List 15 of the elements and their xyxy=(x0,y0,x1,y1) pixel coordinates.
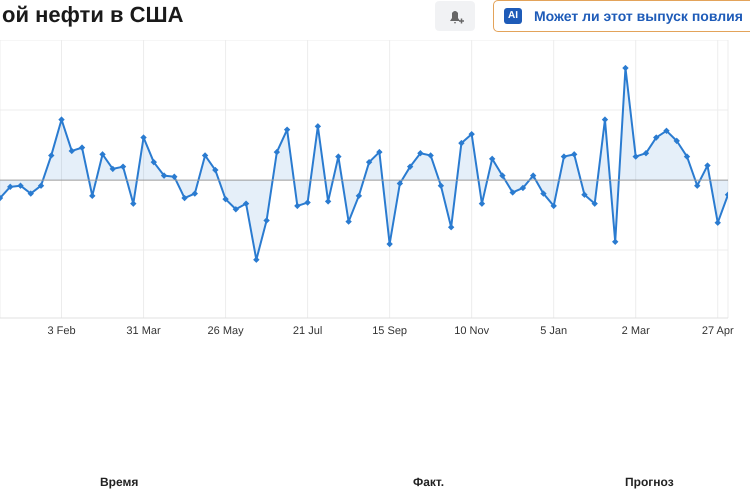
x-tick-label: 10 Nov xyxy=(454,324,490,337)
x-tick-label: 2 Mar xyxy=(622,324,650,337)
x-tick-label: 21 Jul xyxy=(292,324,322,337)
x-tick-label: 5 Jan xyxy=(540,324,568,337)
x-tick-label: 26 May xyxy=(208,324,244,337)
text: Может ли этот выпуск повлия xyxy=(534,8,743,24)
x-tick-label: 27 Apr xyxy=(702,324,734,337)
x-tick-label: 31 Mar xyxy=(126,324,161,337)
text: Факт. xyxy=(413,475,444,489)
chart-title: ой нефти в США xyxy=(2,2,184,28)
text: AI xyxy=(504,8,522,24)
text: Время xyxy=(100,475,138,489)
x-tick-label: 15 Sep xyxy=(372,324,408,337)
text: Прогноз xyxy=(625,475,674,489)
x-tick-label: 3 Feb xyxy=(47,324,76,337)
